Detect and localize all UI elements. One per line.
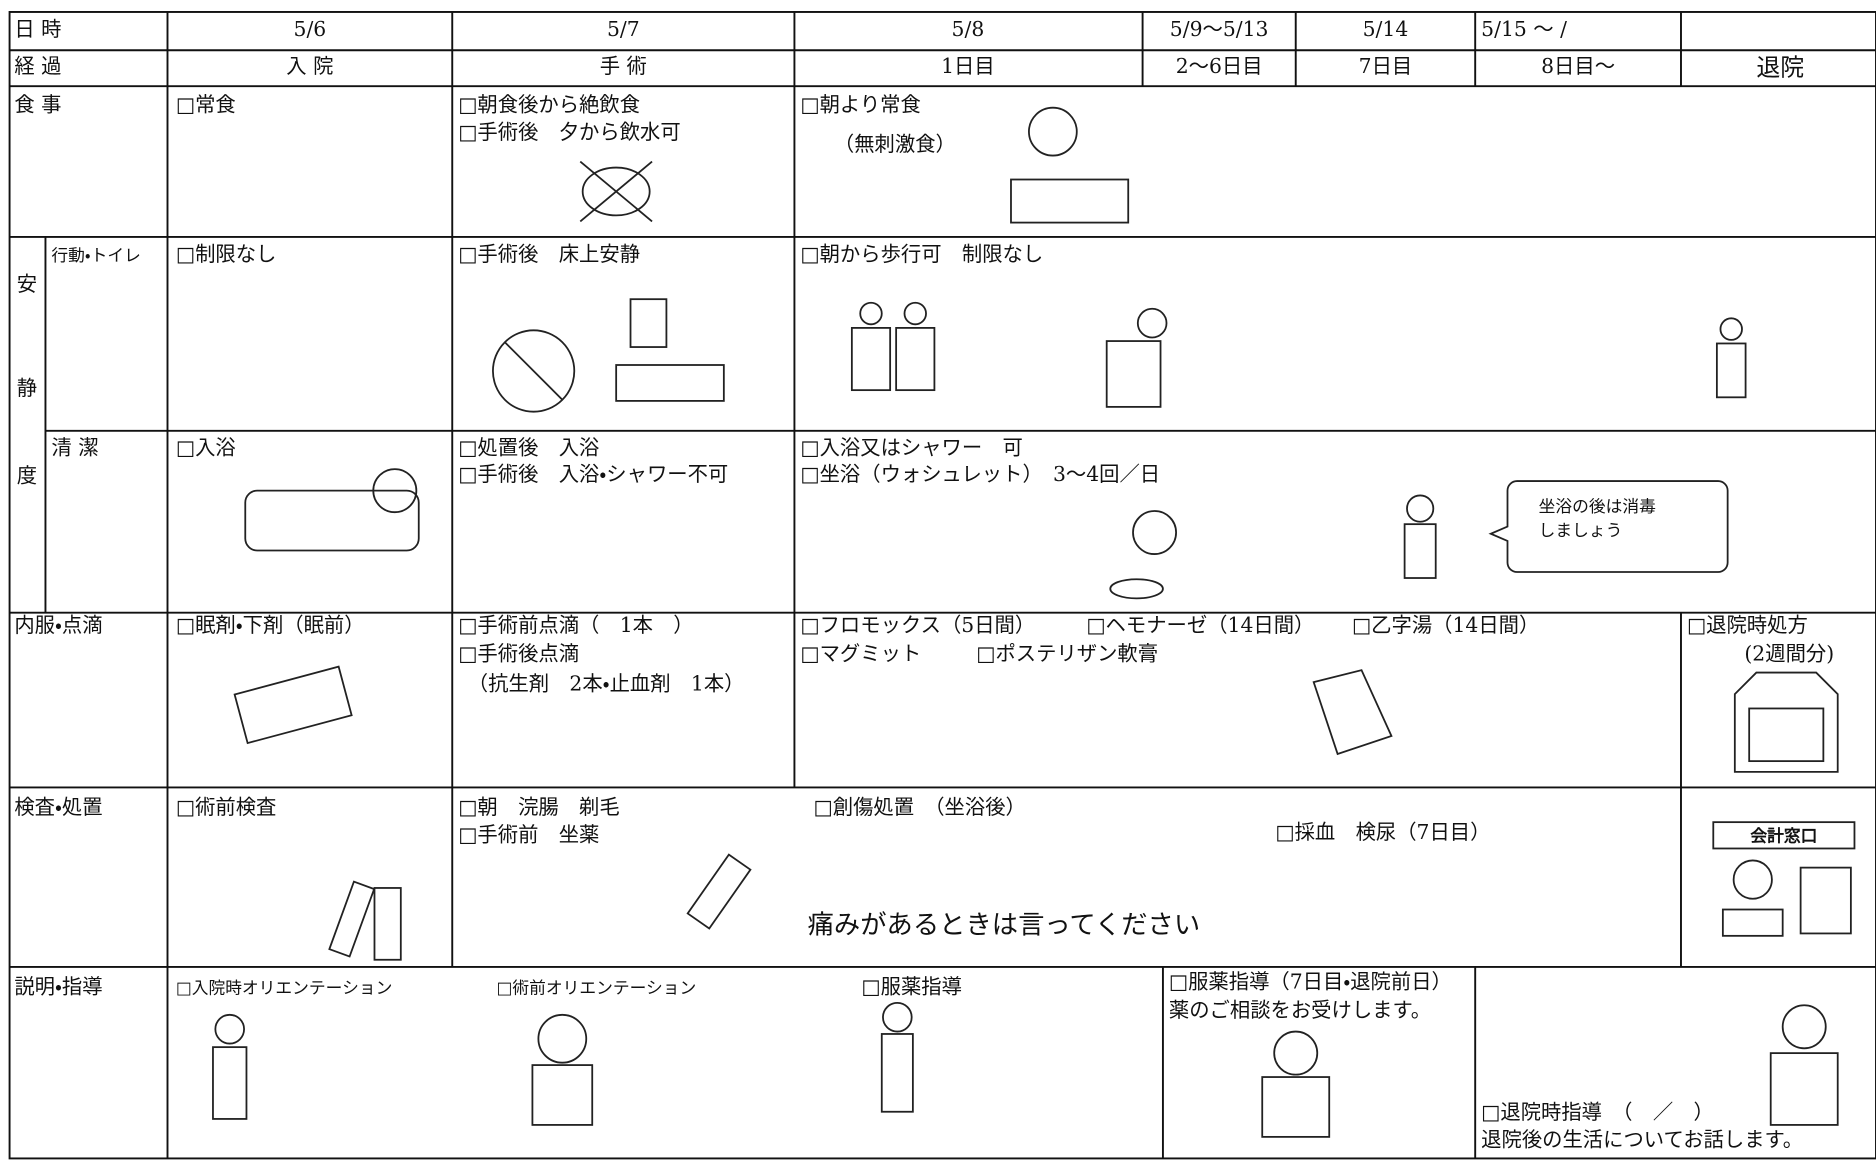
notice: 痛みがあるときは言ってください — [808, 910, 1201, 940]
cell-text: □手術後 夕から飲水可 — [458, 120, 680, 144]
group-label: 静 — [17, 376, 37, 400]
cell-text: □フロモックス（5日間） — [800, 613, 1035, 637]
cell-text: □坐浴（ウォシュレット） 3〜4回／日 — [800, 462, 1160, 486]
cell-text: □常食 — [176, 92, 236, 116]
row-label: 検査・処置 — [14, 795, 102, 819]
header-cell: 5/9〜5/13 — [1170, 17, 1269, 41]
cell-text: □入浴 — [176, 436, 236, 460]
row-label: 行動・トイレ — [51, 245, 140, 265]
header-cell: 7日目 — [1359, 54, 1413, 78]
speech-bubble — [1488, 480, 1729, 573]
speech-text: しましょう — [1539, 520, 1623, 540]
cell-text: □入浴又はシャワー 可 — [800, 436, 1022, 460]
header-cell: 5/15 〜 / — [1481, 17, 1567, 41]
header-cell: 1日目 — [941, 54, 995, 78]
counter-text: 会計窓口 — [1750, 825, 1817, 845]
cell-text: （無刺激食） — [834, 132, 956, 156]
cell-text: □服薬指導（7日目・退院前日） — [1169, 969, 1452, 993]
group-label: 度 — [17, 463, 37, 487]
staff-icons — [212, 1001, 1839, 1138]
header-cell: 5/14 — [1363, 17, 1409, 41]
cell-text: □朝より常食 — [800, 92, 920, 116]
cell-text: □術前オリエンテーション — [497, 977, 697, 997]
row-label: 説明・指導 — [14, 974, 102, 998]
header-cell: 退院 — [1756, 53, 1804, 81]
cell-text: □マグミット — [800, 642, 921, 666]
cell-text: □朝食後から絶飲食 — [458, 92, 640, 116]
cell-text: □手術後点滴 — [458, 642, 579, 666]
header-cell: 5/6 — [294, 17, 327, 41]
cell-text: □服薬指導 — [861, 974, 962, 998]
row-label: 清 潔 — [51, 436, 98, 460]
header-cell: 5/7 — [607, 17, 640, 41]
header-cell: 手 術 — [600, 54, 647, 78]
cell-text: (2週間分) — [1744, 642, 1834, 666]
cell-text: □手術後 床上安静 — [458, 242, 640, 266]
bed-rest-icon — [492, 298, 725, 413]
cell-text: （抗生剤 2本・止血剤 1本） — [468, 672, 745, 696]
meal-tray-icon — [1010, 106, 1130, 224]
cell-text: □入院時オリエンテーション — [176, 977, 392, 997]
header-cell: 入 院 — [286, 54, 333, 78]
walking-icon — [850, 301, 1747, 408]
header-cell: 8日目〜 — [1541, 54, 1615, 78]
cell-text: □朝 浣腸 剃毛 — [458, 795, 619, 819]
header-cell: 5/8 — [952, 17, 985, 41]
cell-text: □処置後 入浴 — [458, 436, 599, 460]
row-label: 内服・点滴 — [14, 613, 102, 637]
cell-text: □手術前点滴（ 1本 ） — [458, 613, 693, 637]
cell-text: □乙字湯（14日間） — [1352, 613, 1539, 637]
cell-text: □眠剤・下剤（眠前） — [176, 613, 365, 637]
header-cell: 2〜6日目 — [1176, 54, 1263, 78]
receptionist-icon — [1721, 859, 1852, 937]
cell-text: □退院時処方 — [1687, 613, 1808, 637]
cell-text: □退院時指導 （ ／ ） — [1481, 1100, 1714, 1124]
group-label: 安 — [17, 272, 37, 296]
counter-sign — [1712, 821, 1856, 850]
cell-text: 薬のご相談をお受けします。 — [1169, 998, 1431, 1022]
cell-text: 退院後の生活についてお話します。 — [1481, 1127, 1803, 1151]
cell-text: □朝から歩行可 制限なし — [800, 242, 1043, 266]
header-cell: 日 時 — [14, 17, 61, 41]
row-label: 食 事 — [14, 92, 61, 116]
border — [8, 11, 1876, 1160]
table-grid — [8, 11, 1876, 1160]
cell-text: □制限なし — [176, 242, 277, 266]
speech-text: 坐浴の後は消毒 — [1539, 496, 1656, 516]
cell-text: □術前検査 — [176, 795, 277, 819]
bath-icon — [244, 468, 1437, 600]
no-food-icon — [579, 160, 653, 223]
cell-text: □ヘモナーゼ（14日間） — [1086, 613, 1314, 637]
thermometer-icon — [328, 853, 752, 961]
cell-text: □ポステリザン軟膏 — [976, 642, 1158, 666]
cell-text: □手術後 入浴・シャワー不可 — [458, 462, 728, 486]
header-cell: 経 過 — [14, 54, 61, 78]
pills-icon — [233, 665, 1839, 773]
cell-text: □採血 検尿（7日目） — [1275, 820, 1490, 844]
cell-text: □手術前 坐薬 — [458, 822, 599, 846]
cell-text: □創傷処置 （坐浴後） — [814, 795, 1026, 819]
